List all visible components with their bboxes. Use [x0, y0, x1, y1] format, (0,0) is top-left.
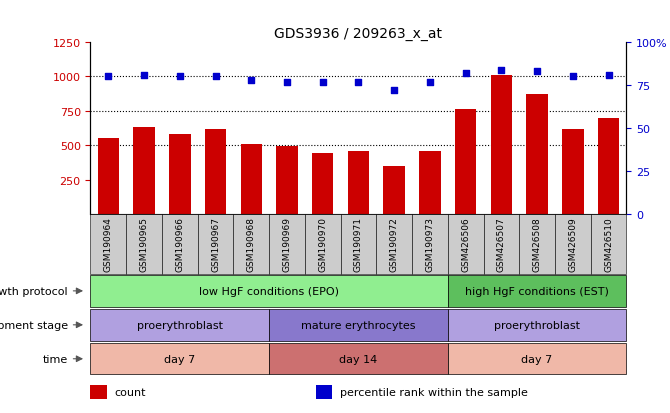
Bar — [276, 147, 297, 214]
FancyBboxPatch shape — [198, 214, 233, 274]
Text: GSM190969: GSM190969 — [283, 217, 291, 272]
Bar — [527, 95, 548, 214]
Text: development stage: development stage — [0, 320, 68, 330]
Text: GSM426509: GSM426509 — [568, 217, 578, 271]
FancyBboxPatch shape — [269, 309, 448, 341]
Text: day 14: day 14 — [339, 354, 378, 364]
FancyBboxPatch shape — [591, 214, 626, 274]
Point — [496, 67, 507, 74]
Bar — [562, 129, 584, 214]
Bar — [205, 130, 226, 214]
Point — [103, 74, 114, 81]
FancyBboxPatch shape — [90, 309, 269, 341]
FancyBboxPatch shape — [90, 275, 448, 307]
Text: GSM190971: GSM190971 — [354, 217, 363, 272]
Bar — [98, 139, 119, 214]
Text: GSM190970: GSM190970 — [318, 217, 327, 272]
FancyBboxPatch shape — [340, 214, 377, 274]
FancyBboxPatch shape — [90, 343, 269, 375]
FancyBboxPatch shape — [269, 214, 305, 274]
Text: GSM190966: GSM190966 — [176, 217, 184, 272]
FancyBboxPatch shape — [305, 214, 340, 274]
Point — [174, 74, 185, 81]
FancyBboxPatch shape — [233, 214, 269, 274]
FancyBboxPatch shape — [448, 275, 626, 307]
Point — [425, 79, 436, 85]
Text: GSM426510: GSM426510 — [604, 217, 613, 271]
Text: GSM426507: GSM426507 — [497, 217, 506, 271]
Text: high HgF conditions (EST): high HgF conditions (EST) — [465, 286, 609, 296]
FancyBboxPatch shape — [90, 214, 126, 274]
FancyBboxPatch shape — [377, 214, 412, 274]
Text: proerythroblast: proerythroblast — [494, 320, 580, 330]
FancyBboxPatch shape — [269, 343, 448, 375]
Point — [318, 79, 328, 85]
FancyBboxPatch shape — [412, 214, 448, 274]
Text: time: time — [43, 354, 68, 364]
Point — [567, 74, 578, 81]
Text: GSM426508: GSM426508 — [533, 217, 541, 271]
Bar — [241, 145, 262, 214]
Point — [389, 88, 399, 94]
Bar — [133, 127, 155, 214]
Point — [603, 72, 614, 79]
Bar — [169, 135, 190, 214]
Text: GSM190973: GSM190973 — [425, 217, 434, 272]
Point — [281, 79, 292, 85]
Text: day 7: day 7 — [521, 354, 553, 364]
Text: GSM190967: GSM190967 — [211, 217, 220, 272]
Bar — [455, 110, 476, 214]
Point — [460, 71, 471, 77]
Bar — [490, 76, 512, 214]
FancyBboxPatch shape — [555, 214, 591, 274]
Text: GSM190964: GSM190964 — [104, 217, 113, 271]
Text: low HgF conditions (EPO): low HgF conditions (EPO) — [199, 286, 339, 296]
Bar — [348, 151, 369, 214]
FancyBboxPatch shape — [519, 214, 555, 274]
Point — [139, 72, 149, 79]
Bar — [90, 385, 107, 399]
Text: day 7: day 7 — [164, 354, 196, 364]
Bar — [312, 154, 334, 214]
Point — [210, 74, 221, 81]
FancyBboxPatch shape — [448, 214, 484, 274]
Text: growth protocol: growth protocol — [0, 286, 68, 296]
FancyBboxPatch shape — [126, 214, 162, 274]
Point — [532, 69, 543, 76]
Title: GDS3936 / 209263_x_at: GDS3936 / 209263_x_at — [275, 26, 442, 40]
FancyBboxPatch shape — [162, 214, 198, 274]
Text: GSM190968: GSM190968 — [247, 217, 256, 272]
Text: percentile rank within the sample: percentile rank within the sample — [340, 387, 527, 396]
Point — [353, 79, 364, 85]
Point — [246, 77, 257, 84]
Text: count: count — [115, 387, 146, 396]
FancyBboxPatch shape — [448, 309, 626, 341]
Text: GSM426506: GSM426506 — [461, 217, 470, 271]
Bar — [383, 166, 405, 214]
Text: GSM190965: GSM190965 — [139, 217, 149, 272]
Bar — [598, 119, 619, 214]
FancyBboxPatch shape — [484, 214, 519, 274]
Bar — [419, 151, 441, 214]
Bar — [316, 385, 332, 399]
FancyBboxPatch shape — [448, 343, 626, 375]
Text: proerythroblast: proerythroblast — [137, 320, 223, 330]
Text: mature erythrocytes: mature erythrocytes — [302, 320, 415, 330]
Text: GSM190972: GSM190972 — [390, 217, 399, 271]
